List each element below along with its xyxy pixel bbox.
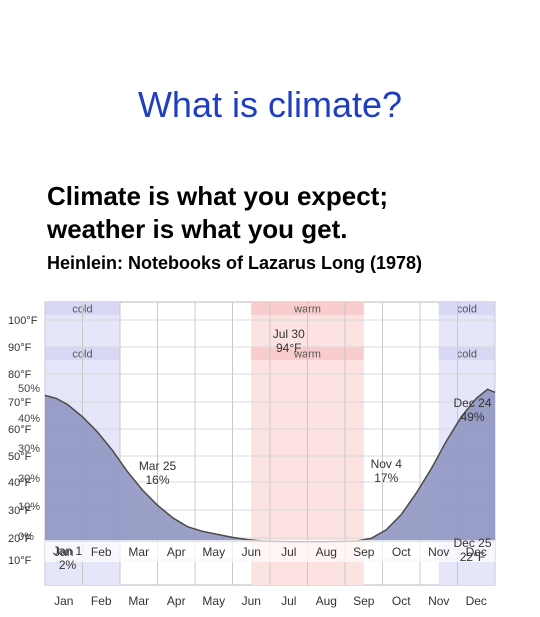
annotation-value-4: 2%	[59, 558, 77, 572]
month-label-1-9: Oct	[392, 594, 411, 608]
annotation-value-1: 16%	[145, 473, 169, 487]
temp-label-1: 90°F	[8, 342, 32, 354]
percent-label-2: 30%	[18, 443, 40, 455]
slide-title: What is climate?	[137, 84, 403, 125]
month-label-0-0: Jan	[54, 545, 73, 559]
month-label-0-6: Jul	[281, 545, 296, 559]
percent-label-5: 0%	[18, 531, 34, 543]
temp-label-6: 40°F	[8, 477, 32, 489]
annotation-4: Jan 1	[53, 544, 83, 558]
annotation-5: Dec 25	[453, 536, 491, 550]
month-label-1-2: Mar	[128, 594, 149, 608]
temp-label-4: 60°F	[8, 424, 32, 436]
temp-label-7: 30°F	[8, 505, 32, 517]
cloud-cover-line	[44, 388, 496, 543]
quote-attribution: Heinlein: Notebooks of Lazarus Long (197…	[47, 253, 423, 273]
cloud-cover-area	[45, 389, 495, 542]
month-label-1-4: May	[202, 594, 225, 608]
temp-label-3: 70°F	[8, 397, 32, 409]
month-label-0-9: Oct	[392, 545, 411, 559]
temp-label-2: 80°F	[8, 369, 32, 381]
climate-chart: cold warm cold cold warm cold 100°F 90°F 80°F 70°…	[0, 292, 540, 612]
month-label-1-11: Dec	[466, 594, 487, 608]
temp-label-8: 20°F	[8, 533, 32, 545]
month-label-0-5: Jun	[242, 545, 261, 559]
month-label-0-11: Dec	[466, 545, 487, 559]
annotation-value-5: 22°F	[460, 550, 485, 564]
month-label-1-7: Aug	[316, 594, 337, 608]
percent-label-4: 10%	[18, 501, 40, 513]
annotation-value-3: 49%	[460, 410, 484, 424]
quote-line-2: weather is what you get.	[47, 214, 348, 244]
annotation-value-2: 17%	[374, 471, 398, 485]
month-label-0-1: Feb	[91, 545, 112, 559]
month-label-1-1: Feb	[91, 594, 112, 608]
percent-label-3: 20%	[18, 473, 40, 485]
annotation-2: Nov 4	[371, 457, 403, 471]
temp-label-5: 50°F	[8, 451, 32, 463]
season-header-1-2	[438, 347, 495, 360]
month-label-0-7: Aug	[316, 545, 337, 559]
month-label-0-4: May	[202, 545, 225, 559]
quote-line-1: Climate is what you expect;	[47, 181, 388, 211]
percent-label-0: 50%	[18, 383, 40, 395]
month-label-1-0: Jan	[54, 594, 73, 608]
month-label-0-2: Mar	[128, 545, 149, 559]
season-label-1-2: cold	[457, 349, 477, 361]
month-label-1-6: Jul	[281, 594, 296, 608]
month-label-0-8: Sep	[353, 545, 375, 559]
month-label-0-3: Apr	[167, 545, 186, 559]
annotation-value-0: 94°F	[276, 341, 301, 355]
temp-label-0: 100°F	[8, 315, 38, 327]
month-label-1-10: Nov	[428, 594, 449, 608]
month-strip-0	[45, 540, 495, 562]
month-label-1-5: Jun	[242, 594, 261, 608]
percent-label-1: 40%	[18, 413, 40, 425]
temp-label-9: 10°F	[8, 555, 32, 567]
annotation-0: Jul 30	[273, 327, 305, 341]
season-header-0-2	[438, 302, 495, 315]
month-label-0-10: Nov	[428, 545, 449, 559]
annotation-3: Dec 24	[453, 396, 491, 410]
quote: Climate is what you expect; weather is w…	[47, 180, 388, 246]
month-strip-1	[45, 589, 495, 611]
month-label-1-3: Apr	[167, 594, 186, 608]
season-label-0-2: cold	[457, 304, 477, 316]
month-label-1-8: Sep	[353, 594, 375, 608]
annotation-1: Mar 25	[139, 459, 177, 473]
